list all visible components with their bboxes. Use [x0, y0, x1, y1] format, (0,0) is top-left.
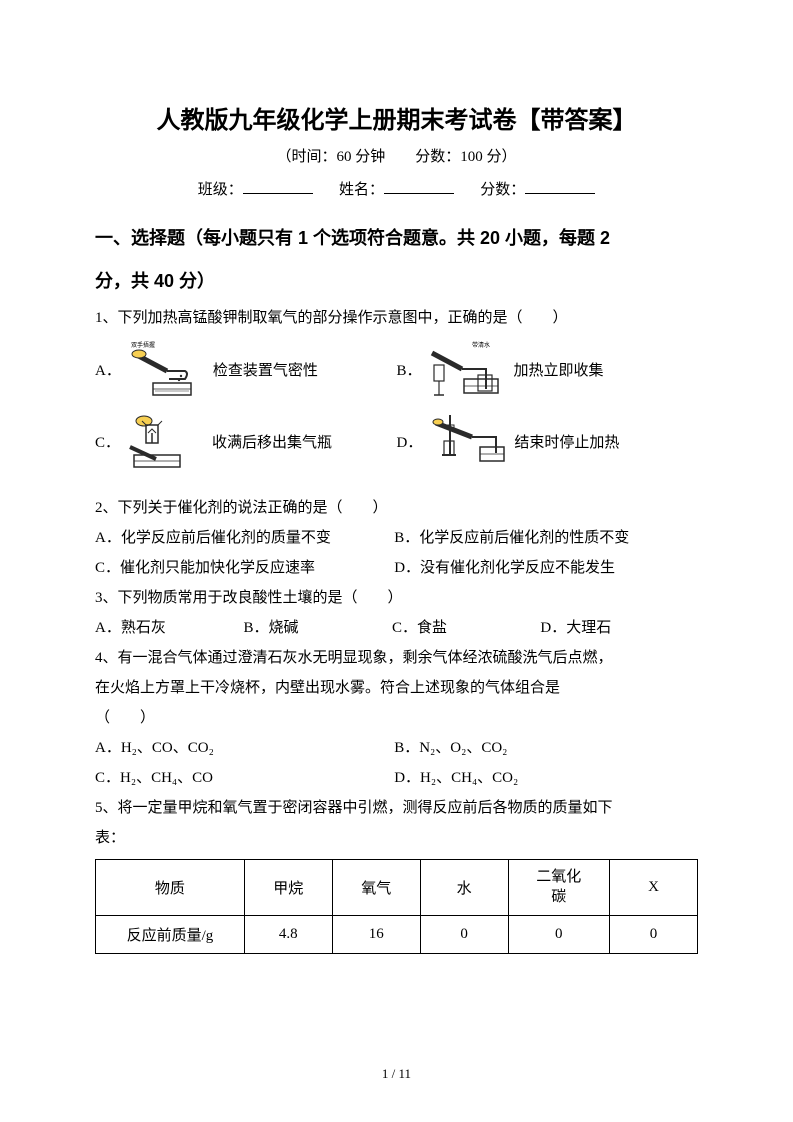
q2-option-b: B．化学反应前后催化剂的性质不变	[394, 523, 689, 553]
table-row: 反应前质量/g 4.8 16 0 0 0	[96, 916, 698, 954]
name-blank[interactable]	[384, 179, 454, 194]
q4-stem-1: 4、有一混合气体通过澄清石灰水无明显现象，剩余气体经浓硫酸洗气后点燃，	[95, 643, 698, 673]
q2-option-c: C．催化剂只能加快化学反应速率	[95, 553, 390, 583]
apparatus-b-icon: 带清水	[428, 339, 506, 399]
q4-options-row1: A．H₂、CO、CO₂ B．N₂、O₂、CO₂	[95, 733, 698, 763]
table-header-cell: 氧气	[332, 860, 420, 916]
svg-text:双手捂握: 双手捂握	[131, 341, 155, 349]
exam-page: 人教版九年级化学上册期末考试卷【带答案】 （时间：60 分钟 分数：100 分）…	[0, 0, 793, 1122]
table-header-cell: 物质	[96, 860, 245, 916]
section-1-line1: 一、选择题（每小题只有 1 个选项符合题意。共 20 小题，每题 2	[95, 228, 610, 248]
q5-table: 物质 甲烷 氧气 水 二氧化碳 X 反应前质量/g 4.8 16 0 0 0	[95, 859, 698, 954]
q4-option-a: A．H₂、CO、CO₂	[95, 733, 390, 763]
q1-a-label: A．	[95, 359, 121, 380]
q3-option-a: A．熟石灰	[95, 613, 240, 643]
apparatus-d-icon	[428, 411, 506, 471]
svg-text:带清水: 带清水	[472, 341, 490, 349]
class-blank[interactable]	[243, 179, 313, 194]
table-cell: 0	[610, 916, 698, 954]
page-title: 人教版九年级化学上册期末考试卷【带答案】	[95, 100, 698, 135]
student-info-line: 班级： 姓名： 分数：	[95, 178, 698, 199]
table-header-row: 物质 甲烷 氧气 水 二氧化碳 X	[96, 860, 698, 916]
q4-option-d: D．H₂、CH₄、CO₂	[394, 763, 689, 793]
apparatus-a-icon: 双手捂握	[127, 339, 205, 399]
page-footer: 1 / 11	[0, 1066, 793, 1082]
table-header-cell: 甲烷	[244, 860, 332, 916]
q2-stem: 2、下列关于催化剂的说法正确的是（ ）	[95, 493, 698, 523]
table-cell: 16	[332, 916, 420, 954]
class-label: 班级：	[198, 182, 243, 198]
q5-stem-1: 5、将一定量甲烷和氧气置于密闭容器中引燃，测得反应前后各物质的质量如下	[95, 793, 698, 823]
q3-stem: 3、下列物质常用于改良酸性土壤的是（ ）	[95, 583, 698, 613]
name-label: 姓名：	[339, 182, 384, 198]
section-1-heading: 一、选择题（每小题只有 1 个选项符合题意。共 20 小题，每题 2 分，共 4…	[95, 217, 698, 303]
q1-c-label: C．	[95, 431, 120, 452]
table-header-cell: 水	[420, 860, 508, 916]
q1-c-text: 收满后移出集气瓶	[212, 431, 332, 452]
table-cell: 0	[420, 916, 508, 954]
table-header-cell: 二氧化碳	[508, 860, 609, 916]
q1-b-text: 加热立即收集	[514, 359, 604, 380]
q4-options-row2: C．H₂、CH₄、CO D．H₂、CH₄、CO₂	[95, 763, 698, 793]
q1-a-text: 检查装置气密性	[213, 359, 318, 380]
section-1-line2: 分，共 40 分）	[95, 271, 215, 291]
q4-option-c: C．H₂、CH₄、CO	[95, 763, 390, 793]
q2-options-row2: C．催化剂只能加快化学反应速率 D．没有催化剂化学反应不能发生	[95, 553, 698, 583]
score-label: 分数：	[480, 182, 525, 198]
q1-stem: 1、下列加热高锰酸钾制取氧气的部分操作示意图中，正确的是（ ）	[95, 303, 698, 333]
q2-option-a: A．化学反应前后催化剂的质量不变	[95, 523, 390, 553]
q1-option-d: D． 结束时停止加热	[397, 411, 699, 471]
q5-stem-2: 表：	[95, 823, 698, 853]
q4-stem-3: （ ）	[95, 703, 698, 733]
q4-option-b: B．N₂、O₂、CO₂	[394, 733, 689, 763]
q4-stem-2: 在火焰上方罩上干冷烧杯，内壁出现水雾。符合上述现象的气体组合是	[95, 673, 698, 703]
q1-options: A． 双手捂握 检查装置气密性 B． 带清水	[95, 339, 698, 483]
q1-b-label: B．	[397, 359, 422, 380]
table-cell: 0	[508, 916, 609, 954]
score-blank[interactable]	[525, 179, 595, 194]
q1-option-b: B． 带清水 加热立即收集	[397, 339, 699, 399]
q3-option-d: D．大理石	[540, 613, 685, 643]
q2-option-d: D．没有催化剂化学反应不能发生	[394, 553, 689, 583]
q1-option-c: C． 收满后移出集气瓶	[95, 411, 397, 471]
table-cell: 4.8	[244, 916, 332, 954]
q1-d-label: D．	[397, 431, 423, 452]
q3-option-c: C．食盐	[392, 613, 537, 643]
q3-options: A．熟石灰 B．烧碱 C．食盐 D．大理石	[95, 613, 698, 643]
table-cell: 反应前质量/g	[96, 916, 245, 954]
q3-option-b: B．烧碱	[243, 613, 388, 643]
table-header-cell: X	[610, 860, 698, 916]
q2-options-row1: A．化学反应前后催化剂的质量不变 B．化学反应前后催化剂的性质不变	[95, 523, 698, 553]
q1-option-a: A． 双手捂握 检查装置气密性	[95, 339, 397, 399]
apparatus-c-icon	[126, 411, 204, 471]
q1-d-text: 结束时停止加热	[514, 431, 619, 452]
page-subtitle: （时间：60 分钟 分数：100 分）	[95, 145, 698, 166]
